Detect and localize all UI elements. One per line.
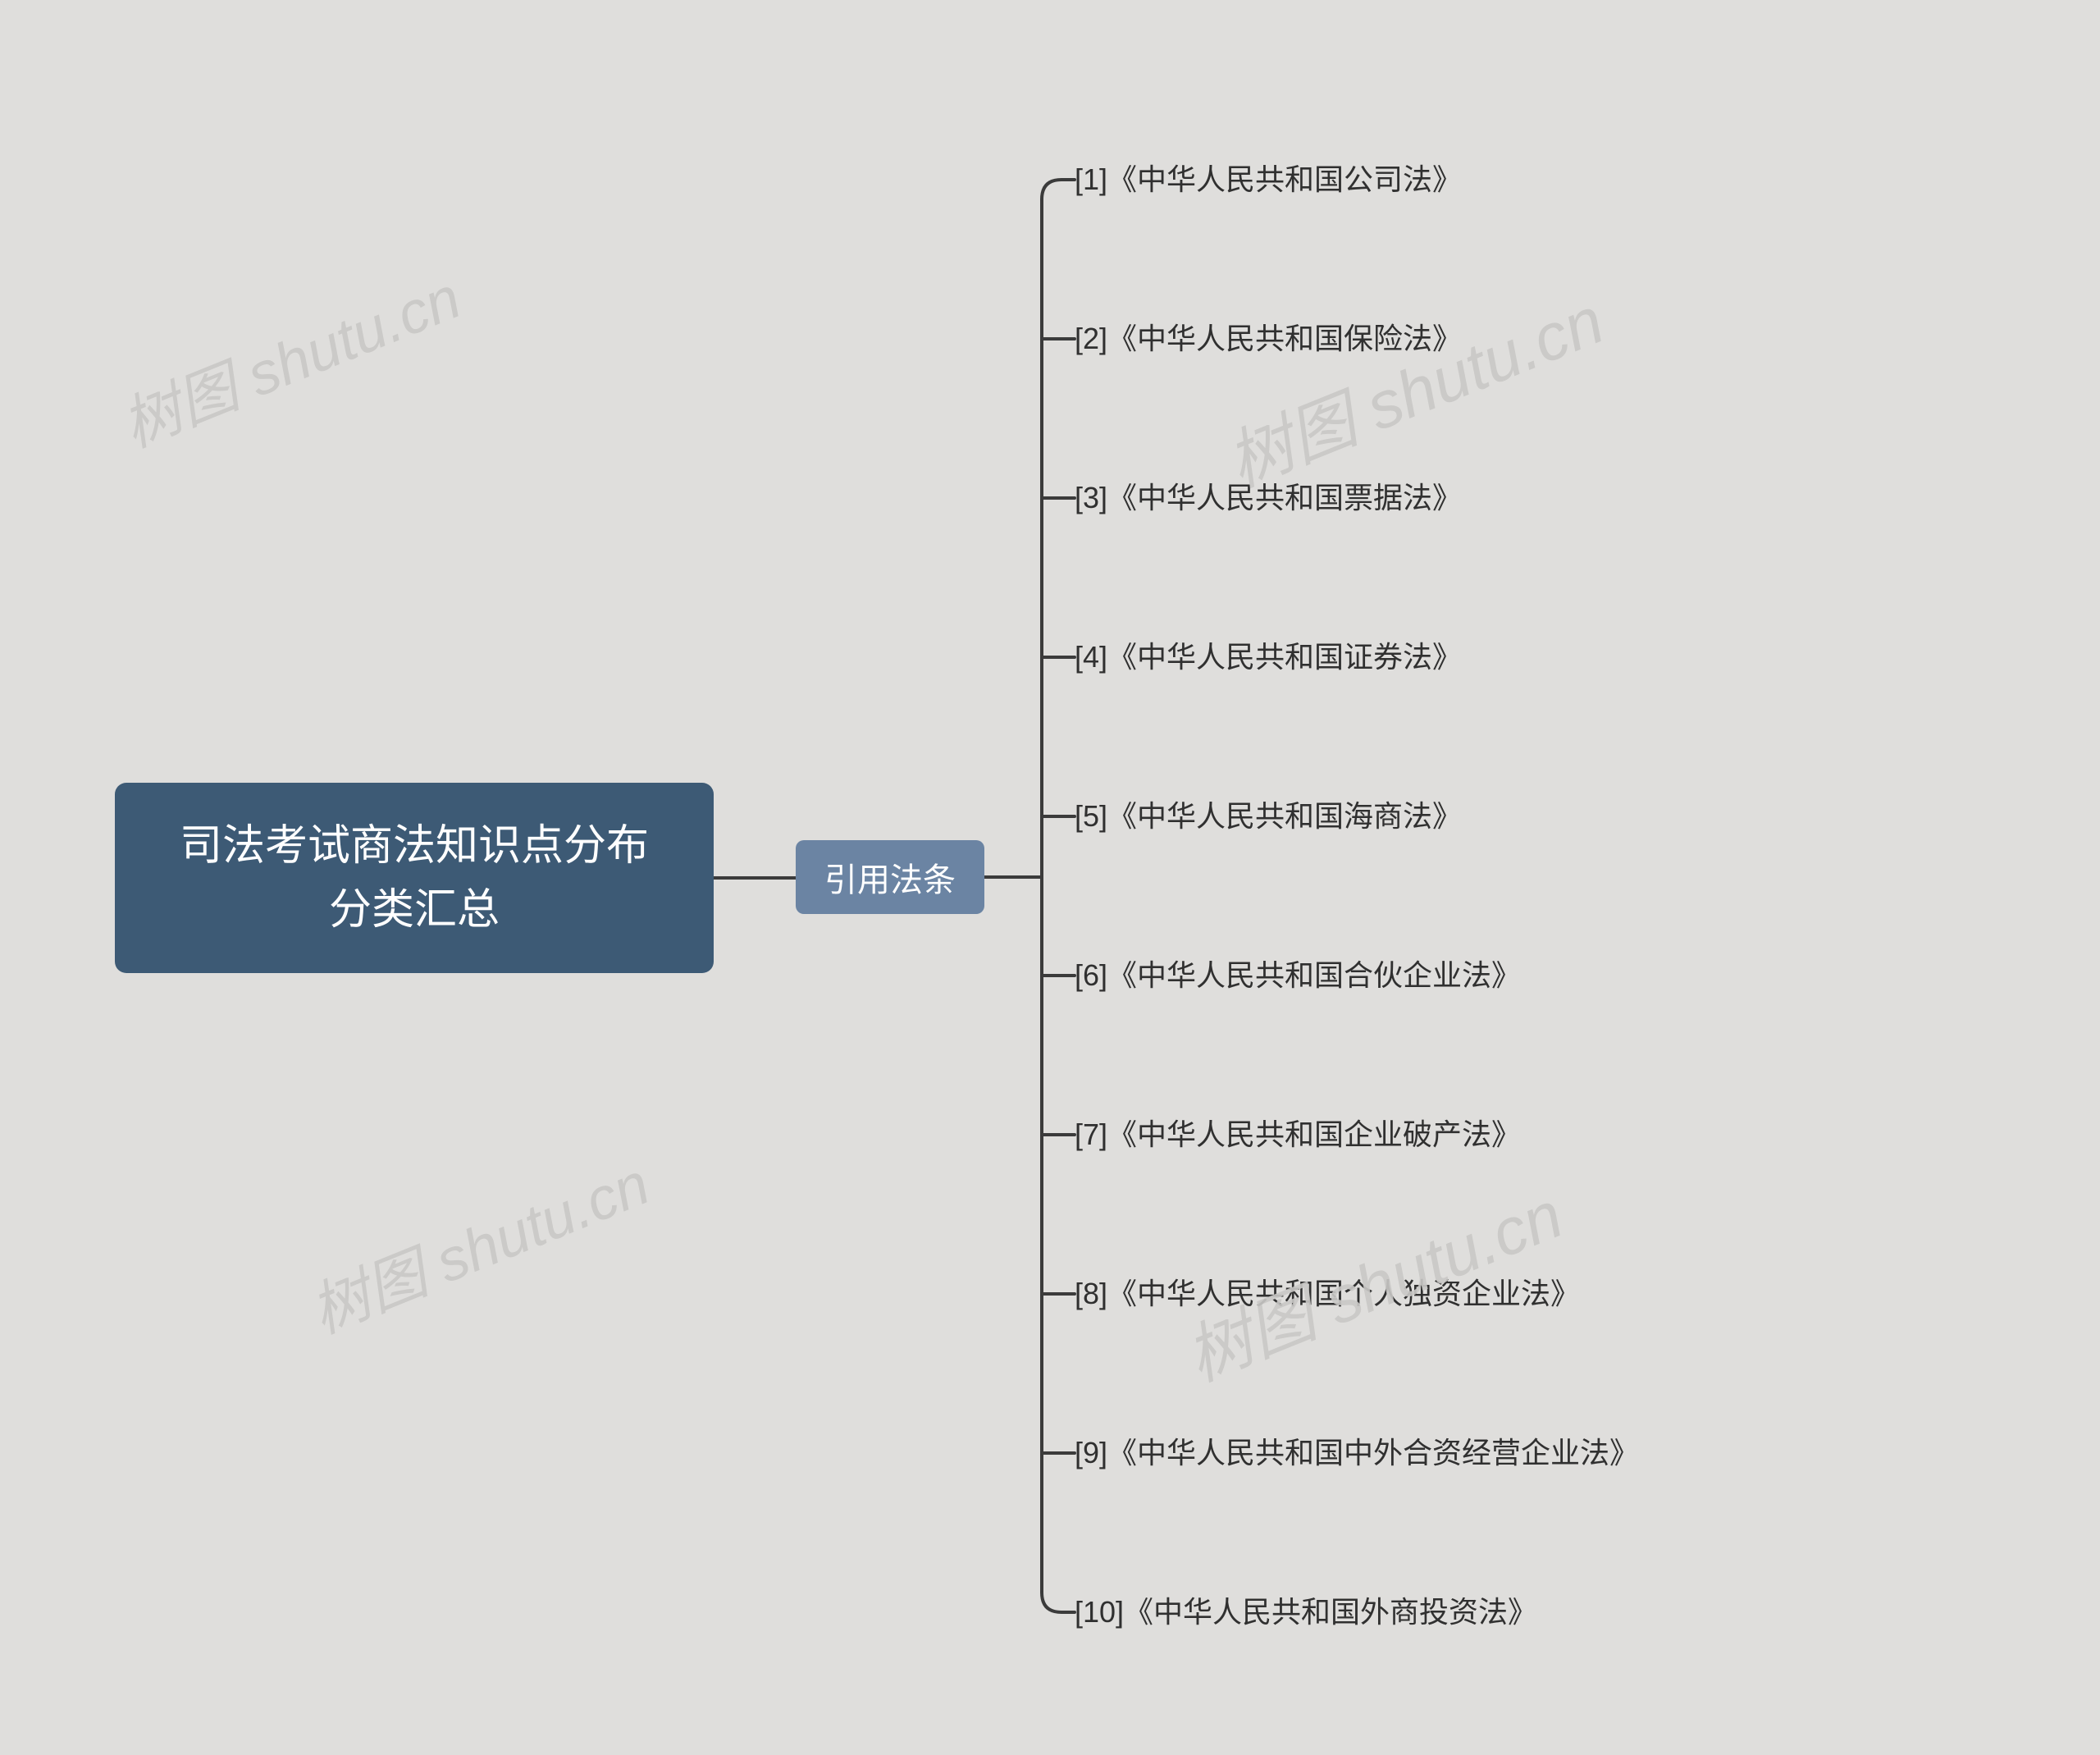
leaf-label: [8]《中华人民共和国个人独资企业法》 — [1075, 1276, 1580, 1311]
watermark: 树图 shutu.cn — [107, 249, 472, 464]
root-node[interactable]: 司法考试商法知识点分布分类汇总 — [115, 783, 714, 973]
leaf-node[interactable]: [5]《中华人民共和国海商法》 — [1075, 796, 1462, 837]
leaf-label: [3]《中华人民共和国票据法》 — [1075, 480, 1462, 515]
leaf-node[interactable]: [2]《中华人民共和国保险法》 — [1075, 318, 1462, 359]
leaf-label: [5]《中华人民共和国海商法》 — [1075, 798, 1462, 834]
leaf-label: [1]《中华人民共和国公司法》 — [1075, 162, 1462, 197]
leaf-label: [2]《中华人民共和国保险法》 — [1075, 321, 1462, 356]
leaf-node[interactable]: [6]《中华人民共和国合伙企业法》 — [1075, 955, 1521, 996]
leaf-label: [9]《中华人民共和国中外合资经营企业法》 — [1075, 1435, 1639, 1470]
leaf-node[interactable]: [7]《中华人民共和国企业破产法》 — [1075, 1114, 1521, 1155]
sub-node-cited-laws[interactable]: 引用法条 — [796, 840, 984, 914]
watermark: 树图 shutu.cn — [296, 1136, 660, 1350]
leaf-node[interactable]: [10]《中华人民共和国外商投资法》 — [1075, 1592, 1537, 1633]
sub-node-label: 引用法条 — [824, 853, 956, 901]
leaf-node[interactable]: [3]《中华人民共和国票据法》 — [1075, 478, 1462, 519]
leaf-node[interactable]: [9]《中华人民共和国中外合资经营企业法》 — [1075, 1433, 1639, 1474]
leaf-node[interactable]: [1]《中华人民共和国公司法》 — [1075, 159, 1462, 200]
leaf-label: [7]《中华人民共和国企业破产法》 — [1075, 1117, 1521, 1152]
mindmap-stage: 司法考试商法知识点分布分类汇总 引用法条 [1]《中华人民共和国公司法》 [2]… — [0, 0, 2100, 1755]
watermark: 树图 shutu.cn — [1212, 268, 1616, 505]
leaf-node[interactable]: [4]《中华人民共和国证券法》 — [1075, 637, 1462, 678]
leaf-node[interactable]: [8]《中华人民共和国个人独资企业法》 — [1075, 1273, 1580, 1314]
root-node-label: 司法考试商法知识点分布分类汇总 — [180, 814, 649, 942]
leaf-label: [4]《中华人民共和国证券法》 — [1075, 639, 1462, 674]
leaf-label: [10]《中华人民共和国外商投资法》 — [1075, 1594, 1537, 1629]
leaf-label: [6]《中华人民共和国合伙企业法》 — [1075, 957, 1521, 993]
